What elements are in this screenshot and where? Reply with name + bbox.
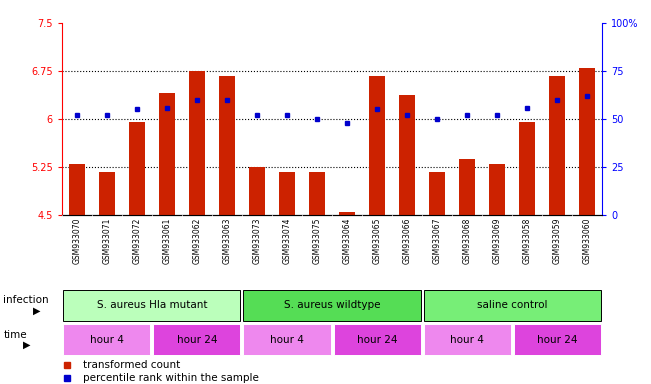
Text: saline control: saline control [477,300,547,310]
Bar [309,172,326,215]
Text: GSM933069: GSM933069 [493,217,502,264]
FancyBboxPatch shape [63,324,150,356]
FancyBboxPatch shape [424,324,510,356]
Text: GSM933066: GSM933066 [402,217,411,264]
Bar [579,68,596,215]
FancyBboxPatch shape [63,290,240,321]
FancyBboxPatch shape [243,324,331,356]
Text: hour 24: hour 24 [537,335,577,345]
Text: GSM933067: GSM933067 [432,217,441,264]
Text: hour 4: hour 4 [90,335,124,345]
Bar [368,76,385,215]
Text: GSM933063: GSM933063 [223,217,232,264]
Bar [549,76,566,215]
Bar [159,93,175,215]
Text: GSM933062: GSM933062 [193,217,201,263]
FancyBboxPatch shape [333,324,421,356]
Text: hour 4: hour 4 [450,335,484,345]
Text: GSM933059: GSM933059 [553,217,562,264]
Text: GSM933074: GSM933074 [283,217,292,264]
Bar [98,172,115,215]
Text: GSM933068: GSM933068 [463,217,471,263]
Text: ▶: ▶ [33,305,40,316]
FancyBboxPatch shape [424,290,601,321]
Bar [189,71,205,215]
Text: GSM933073: GSM933073 [253,217,262,264]
Text: transformed count: transformed count [83,360,181,370]
Text: GSM933072: GSM933072 [132,217,141,263]
Text: hour 24: hour 24 [176,335,217,345]
Bar [129,122,145,215]
Bar [459,159,475,215]
Text: infection: infection [3,295,49,305]
Text: GSM933065: GSM933065 [372,217,381,264]
Bar [399,95,415,215]
Text: S. aureus wildtype: S. aureus wildtype [284,300,380,310]
Bar [519,122,535,215]
Text: ▶: ▶ [23,340,31,350]
FancyBboxPatch shape [514,324,601,356]
Text: GSM933075: GSM933075 [312,217,322,264]
FancyBboxPatch shape [243,290,421,321]
Bar [249,167,265,215]
Text: hour 24: hour 24 [357,335,397,345]
Text: GSM933061: GSM933061 [162,217,171,263]
FancyBboxPatch shape [154,324,240,356]
Bar [489,164,505,215]
Text: GSM933070: GSM933070 [72,217,81,264]
Text: GSM933058: GSM933058 [523,217,532,263]
Bar [339,212,355,215]
Text: percentile rank within the sample: percentile rank within the sample [83,373,259,383]
Text: hour 4: hour 4 [270,335,304,345]
Text: S. aureus Hla mutant: S. aureus Hla mutant [96,300,207,310]
Bar [219,76,235,215]
Text: GSM933064: GSM933064 [342,217,352,264]
Text: time: time [3,329,27,340]
Text: GSM933060: GSM933060 [583,217,592,264]
Bar [279,172,296,215]
Bar [429,172,445,215]
Text: GSM933071: GSM933071 [102,217,111,263]
Bar [68,164,85,215]
